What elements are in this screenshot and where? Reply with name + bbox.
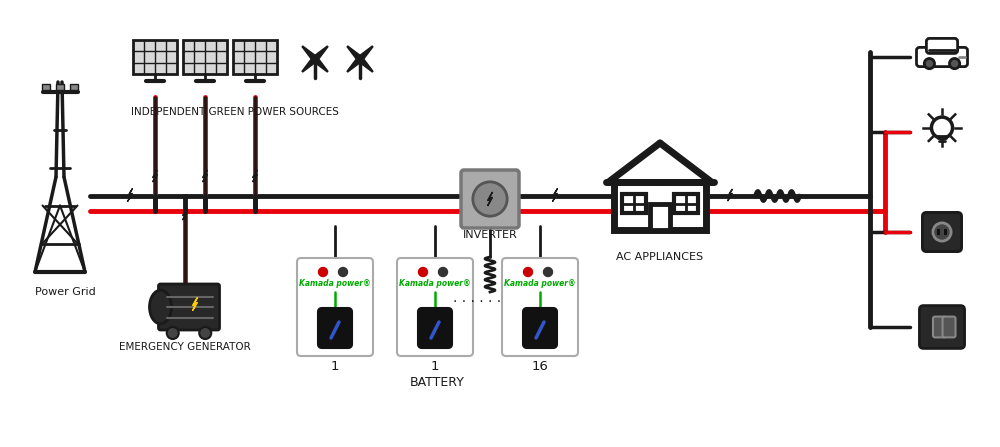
FancyBboxPatch shape [523,308,557,348]
Polygon shape [488,192,492,206]
Circle shape [950,59,960,69]
Polygon shape [347,57,362,72]
FancyBboxPatch shape [502,258,578,356]
Text: INVERTER: INVERTER [463,230,517,240]
Polygon shape [128,189,132,202]
FancyBboxPatch shape [943,316,956,337]
FancyBboxPatch shape [318,308,352,348]
Polygon shape [202,170,208,182]
Polygon shape [152,170,158,182]
FancyBboxPatch shape [42,84,50,90]
FancyBboxPatch shape [397,258,473,356]
FancyBboxPatch shape [937,229,940,235]
Text: EMERGENCY GENERATOR: EMERGENCY GENERATOR [119,342,251,352]
Polygon shape [358,57,373,72]
FancyBboxPatch shape [674,194,698,213]
Circle shape [931,117,953,138]
FancyBboxPatch shape [933,316,946,337]
FancyBboxPatch shape [926,38,958,53]
Circle shape [438,267,448,277]
Polygon shape [728,189,732,201]
FancyBboxPatch shape [56,84,64,90]
FancyBboxPatch shape [158,284,220,330]
Text: INDEPENDENT GREEN POWER SOURCES: INDEPENDENT GREEN POWER SOURCES [131,107,339,117]
Text: Kamada power®: Kamada power® [399,279,471,288]
Circle shape [167,327,179,339]
Circle shape [318,267,328,277]
FancyBboxPatch shape [944,229,947,235]
FancyBboxPatch shape [297,258,373,356]
Text: 1: 1 [331,360,339,374]
Circle shape [524,267,532,277]
Polygon shape [313,57,328,72]
Polygon shape [182,208,188,220]
Polygon shape [358,46,373,61]
FancyBboxPatch shape [418,308,452,348]
Circle shape [544,267,552,277]
Circle shape [357,56,363,62]
Polygon shape [252,170,258,182]
FancyBboxPatch shape [461,170,519,228]
FancyBboxPatch shape [133,40,177,74]
Circle shape [473,182,507,216]
Polygon shape [552,189,558,202]
Text: Kamada power®: Kamada power® [299,279,371,288]
Polygon shape [192,298,198,311]
Polygon shape [302,46,317,61]
Text: Power Grid: Power Grid [35,287,95,297]
Text: AC APPLIANCES: AC APPLIANCES [616,252,704,262]
FancyBboxPatch shape [614,182,706,230]
Text: · · · · · ·: · · · · · · [453,295,502,309]
Circle shape [418,267,428,277]
Polygon shape [302,57,317,72]
Circle shape [199,327,211,339]
FancyBboxPatch shape [622,194,646,213]
FancyBboxPatch shape [650,204,670,230]
Circle shape [312,56,318,62]
Polygon shape [313,46,328,61]
FancyBboxPatch shape [183,40,227,74]
Text: 1: 1 [431,360,439,374]
FancyBboxPatch shape [70,84,78,90]
Circle shape [338,267,348,277]
FancyBboxPatch shape [233,40,277,74]
Polygon shape [347,46,362,61]
Text: BATTERY: BATTERY [410,375,465,388]
FancyBboxPatch shape [916,47,968,67]
Circle shape [933,223,951,241]
Circle shape [924,59,934,69]
Ellipse shape [150,290,172,324]
FancyBboxPatch shape [922,212,962,252]
Text: Kamada power®: Kamada power® [504,279,576,288]
FancyBboxPatch shape [919,306,965,348]
Text: 16: 16 [532,360,548,374]
